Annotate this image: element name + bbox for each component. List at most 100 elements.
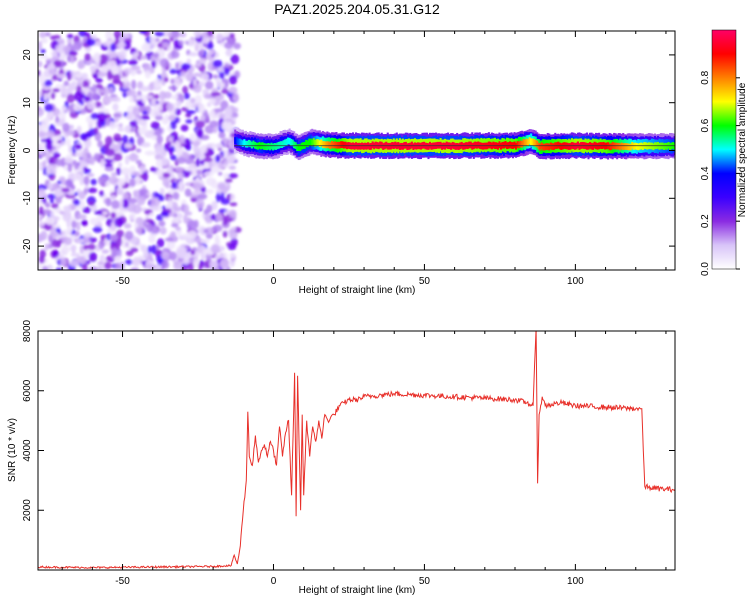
top-x-tick-label: 0	[271, 276, 277, 287]
noise-speckle	[80, 72, 89, 79]
noise-speckle	[90, 65, 97, 74]
signal-cell	[629, 143, 632, 151]
noise-speckle	[212, 126, 218, 134]
signal-cell	[596, 142, 599, 150]
noise-speckle	[180, 124, 189, 132]
noise-speckle	[193, 31, 202, 38]
noise-speckle	[54, 188, 62, 198]
noise-speckle	[207, 35, 215, 40]
noise-speckle	[224, 107, 233, 116]
noise-speckle	[42, 209, 52, 215]
noise-speckle	[214, 254, 224, 259]
noise-speckle	[42, 86, 52, 91]
noise-speckle	[124, 69, 129, 77]
noise-speckle	[38, 130, 47, 138]
signal-cell	[252, 140, 255, 148]
noise-speckle	[214, 234, 220, 244]
signal-cell	[379, 141, 382, 149]
signal-cell	[306, 140, 309, 148]
noise-speckle	[212, 59, 223, 68]
noise-speckle	[228, 228, 234, 235]
noise-speckle	[149, 129, 156, 135]
noise-speckle	[63, 205, 73, 212]
signal-cell	[380, 141, 383, 149]
top-y-axis-label: Frequency (Hz)	[7, 116, 18, 185]
noise-speckle	[46, 165, 51, 176]
noise-speckle	[171, 223, 179, 228]
noise-speckle	[55, 227, 61, 233]
noise-speckle	[182, 258, 190, 265]
noise-speckle	[75, 143, 82, 150]
noise-speckle	[83, 166, 88, 172]
signal-cell	[303, 141, 306, 149]
noise-speckle	[135, 133, 141, 138]
noise-speckle	[66, 93, 75, 104]
noise-speckle	[188, 52, 198, 57]
bottom-y-axis-label: SNR (10 * v/v)	[7, 418, 18, 482]
signal-cell	[385, 141, 388, 149]
noise-speckle	[113, 112, 122, 118]
noise-speckle	[175, 226, 182, 231]
signal-cell	[288, 137, 291, 145]
noise-speckle	[104, 261, 112, 270]
signal-cell	[326, 141, 329, 148]
signal-cell	[382, 143, 385, 150]
noise-speckle	[39, 123, 49, 132]
noise-speckle	[155, 115, 163, 121]
noise-speckle	[185, 119, 193, 124]
noise-speckle	[82, 263, 88, 270]
colorbar-label: Normalized spectral amplitude	[737, 82, 748, 217]
noise-speckle	[124, 32, 131, 39]
top-y-tick-label: 20	[22, 49, 33, 61]
noise-speckle	[123, 223, 132, 229]
signal-cell	[522, 138, 525, 146]
noise-speckle	[139, 55, 148, 60]
signal-cell	[508, 141, 512, 149]
bottom-x-tick-label: 100	[567, 576, 584, 587]
noise-speckle	[207, 48, 215, 56]
noise-speckle	[65, 138, 71, 147]
noise-speckle	[218, 131, 226, 139]
noise-speckle	[227, 156, 235, 165]
noise-speckle	[74, 191, 79, 197]
noise-speckle	[187, 230, 197, 239]
noise-speckle	[171, 181, 178, 189]
signal-cell	[664, 142, 667, 150]
signal-cell	[610, 143, 613, 151]
signal-cell	[268, 143, 272, 151]
noise-speckle	[211, 200, 218, 211]
noise-speckle	[105, 181, 111, 187]
noise-speckle	[39, 31, 47, 39]
noise-speckle	[50, 231, 59, 237]
noise-speckle	[97, 89, 108, 94]
noise-speckle	[169, 154, 177, 161]
noise-speckle	[177, 171, 184, 181]
noise-speckle	[205, 177, 216, 186]
noise-speckle	[92, 53, 101, 63]
signal-cell	[638, 142, 641, 150]
signal-cell	[662, 143, 666, 150]
noise-speckle	[64, 209, 72, 219]
colorbar-tick-label: 0.0	[700, 262, 711, 276]
signal-cell	[400, 142, 403, 150]
signal-cell	[521, 140, 524, 148]
noise-speckle	[97, 140, 104, 148]
noise-speckle	[179, 71, 187, 77]
noise-speckle	[78, 191, 86, 200]
noise-speckle	[170, 231, 176, 238]
signal-cell	[534, 140, 537, 147]
signal-cell	[398, 143, 401, 150]
noise-speckle	[210, 91, 221, 97]
noise-speckle	[184, 188, 192, 197]
signal-cell	[296, 144, 299, 152]
noise-speckle	[161, 157, 169, 166]
signal-cell	[350, 142, 353, 150]
noise-speckle	[122, 192, 130, 201]
signal-cell	[371, 141, 374, 149]
signal-cell	[622, 143, 625, 151]
signal-cell	[436, 141, 439, 149]
noise-speckle	[82, 152, 88, 161]
noise-speckle	[74, 163, 80, 170]
signal-cell	[668, 143, 672, 150]
signal-cell	[454, 143, 457, 150]
